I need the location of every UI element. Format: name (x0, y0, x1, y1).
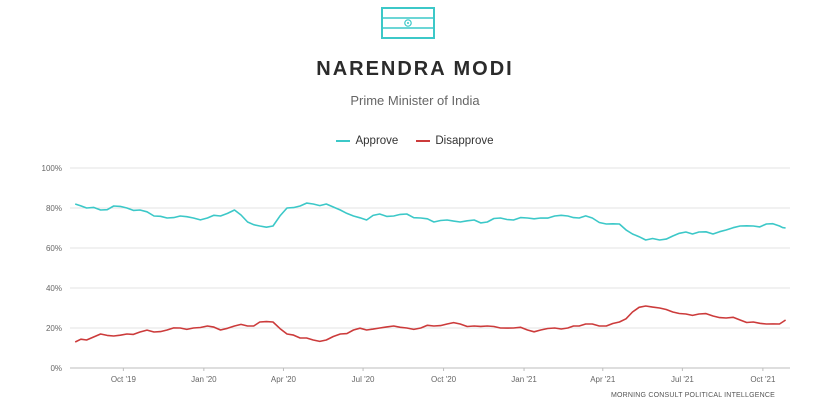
x-tick-label: Jul '20 (352, 375, 375, 384)
x-tick-label: Apr '20 (271, 375, 297, 384)
page-subtitle: Prime Minister of India (350, 93, 480, 108)
y-tick-label: 60% (46, 244, 62, 253)
source-credit: MORNING CONSULT POLITICAL INTELLGENCE (610, 392, 775, 399)
legend-item-disapprove[interactable]: Disapprove (416, 135, 494, 147)
y-tick-label: 40% (46, 284, 62, 293)
y-tick-label: 20% (46, 324, 62, 333)
y-tick-label: 100% (42, 164, 62, 173)
x-tick-label: Jan '21 (511, 375, 537, 384)
x-tick-label: Jul '21 (671, 375, 694, 384)
legend-label-disapprove: Disapprove (435, 135, 494, 147)
chart-legend: Approve Disapprove (0, 135, 830, 147)
legend-label-approve: Approve (355, 135, 399, 147)
page-title: NARENDRA MODI (316, 58, 514, 80)
y-tick-label: 0% (50, 364, 62, 373)
x-tick-label: Oct '19 (111, 375, 137, 384)
legend-swatch-approve (336, 140, 351, 142)
x-tick-label: Apr '21 (590, 375, 616, 384)
x-tick-label: Oct '20 (431, 375, 457, 384)
legend-item-approve[interactable]: Approve (336, 135, 398, 147)
series-line-approve (74, 202, 786, 241)
x-tick-label: Jan '20 (191, 375, 217, 384)
x-tick-label: Oct '21 (750, 375, 776, 384)
y-tick-label: 80% (46, 204, 62, 213)
legend-swatch-disapprove (416, 140, 431, 142)
series-line-disapprove (74, 305, 787, 343)
india-flag-icon (381, 7, 435, 39)
